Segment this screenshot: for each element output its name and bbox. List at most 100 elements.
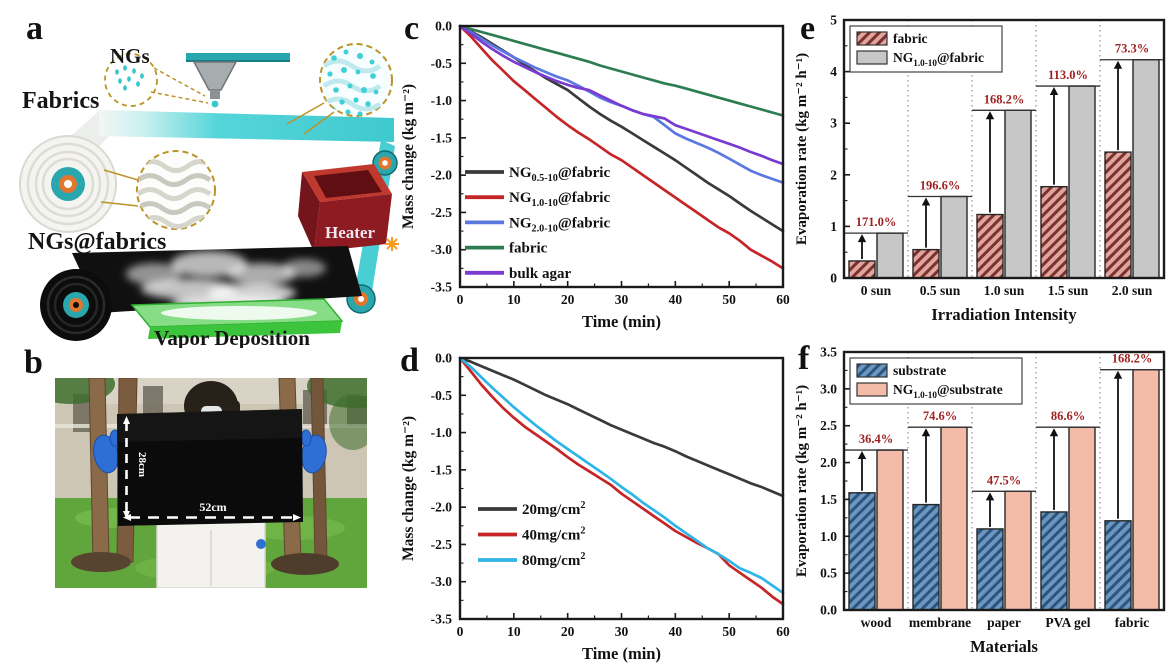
panel-label-a: a xyxy=(26,10,43,47)
y-tick-label: 0 xyxy=(830,271,837,286)
heater-box: Heater xyxy=(298,164,392,252)
mulch xyxy=(71,552,131,572)
enhancement-percent-label: 74.6% xyxy=(923,409,957,423)
arrow-up-icon xyxy=(1113,60,1123,69)
bar-coated xyxy=(940,426,968,611)
x-category-label: fabric xyxy=(1115,615,1150,630)
measurement-lines xyxy=(125,422,297,519)
arrow-up-icon xyxy=(1113,370,1123,379)
y-tick-label: 3.5 xyxy=(820,345,837,360)
bar-coated xyxy=(1004,109,1032,279)
spray-nozzle-icon xyxy=(192,61,238,91)
x-tick-label: 0 xyxy=(457,292,464,307)
x-category-label: 1.0 sun xyxy=(984,283,1025,298)
y-tick-label: 0.0 xyxy=(435,19,452,34)
bar-substrate xyxy=(848,492,876,611)
fiber-inset-circle xyxy=(136,150,216,230)
bar-coated xyxy=(1004,490,1032,611)
bar-coated xyxy=(1132,368,1160,611)
series-line xyxy=(458,24,785,270)
bar-fabric xyxy=(1040,185,1068,279)
roller-top-right xyxy=(372,150,398,176)
enhancement-percent-label: 86.6% xyxy=(1051,409,1085,423)
x-tick-label: 30 xyxy=(615,624,629,639)
panel-c-line-chart: 0 10 20 30 40 50 60 0.0 -0.5 -1.0 -1.5 -2.0 -2.5 -3.0… xyxy=(398,6,790,340)
bar-coated xyxy=(876,232,904,279)
legend-label: 40mg/cm2 xyxy=(522,526,585,544)
y-tick-label: 3 xyxy=(830,116,837,131)
y-axis-title: Mass change (kg m⁻²) xyxy=(400,416,417,561)
y-tick-label: -2.0 xyxy=(431,500,453,515)
bar-coated xyxy=(1068,85,1096,279)
enhancement-percent-label: 168.2% xyxy=(1112,352,1153,366)
y-tick-label: -3.0 xyxy=(431,574,453,589)
legend-label: bulk agar xyxy=(509,266,571,282)
y-tick-label: -3.5 xyxy=(431,280,453,295)
x-tick-label: 10 xyxy=(507,624,521,639)
series-line xyxy=(458,24,785,166)
arrow-up-icon xyxy=(921,428,931,437)
x-tick-label: 0 xyxy=(457,624,464,639)
chart-f: 36.4% wood 74.6% membrane 47.5% paper 86.6% PVA… xyxy=(794,345,1166,656)
legend-swatch xyxy=(856,382,888,397)
arrow-up-icon xyxy=(1049,87,1059,96)
x-category-label: paper xyxy=(987,615,1021,630)
bar-substrate xyxy=(912,503,940,611)
y-tick-label: 1.5 xyxy=(820,492,837,507)
x-tick-label: 10 xyxy=(507,292,521,307)
y-tick-label: -3.0 xyxy=(431,242,453,257)
y-tick-label: 0.5 xyxy=(820,566,837,581)
bar-fabric xyxy=(1104,151,1132,279)
y-tick-label: -1.5 xyxy=(431,462,453,477)
y-tick-label: 2.0 xyxy=(820,455,837,470)
fabric-sheen xyxy=(117,409,302,442)
arrow-up-icon xyxy=(857,451,867,460)
legend-label: fabric xyxy=(509,241,548,257)
x-tick-label: 50 xyxy=(722,624,736,639)
x-tick-label: 40 xyxy=(669,624,683,639)
x-tick-label: 40 xyxy=(669,292,683,307)
panel-label-f: f xyxy=(798,340,810,377)
x-tick-label: 20 xyxy=(561,292,575,307)
series-line xyxy=(458,24,785,117)
x-axis-title: Irradiation Intensity xyxy=(931,305,1077,324)
y-axis-title: Mass change (kg m⁻²) xyxy=(400,84,417,229)
enhancement-percent-label: 36.4% xyxy=(859,432,893,446)
legend-label: 80mg/cm2 xyxy=(522,551,585,569)
ngs-droplets-icon xyxy=(115,65,144,91)
bar-coated xyxy=(876,449,904,611)
legend-label: 20mg/cm2 xyxy=(522,500,585,518)
bar-fabric xyxy=(848,260,876,279)
bar-substrate xyxy=(976,528,1004,611)
series-line xyxy=(458,356,785,498)
coated-fabric-texture xyxy=(322,49,382,116)
bar-fabric xyxy=(976,213,1004,279)
panel-label-c: c xyxy=(404,10,420,47)
inset-callout-line xyxy=(303,111,335,135)
coated-fabric-roll xyxy=(40,269,112,341)
y-tick-label: -2.0 xyxy=(431,168,453,183)
legend-label: NG2.0-10@fabric xyxy=(509,215,610,234)
spray-nozzle-tip xyxy=(210,90,220,99)
legend-label: NG1.0-10@fabric xyxy=(509,190,610,209)
x-category-label: membrane xyxy=(909,615,971,630)
panel-label-d: d xyxy=(400,342,419,379)
y-tick-label: 1.0 xyxy=(820,529,837,544)
chart-d: 0 10 20 30 40 50 60 0.0 -0.5 -1.0 -1.5 -2.0 -2.5 -3.0… xyxy=(400,351,790,664)
y-axis-title: Evaporation rate (kg m⁻² h⁻¹) xyxy=(794,385,810,577)
x-category-label: 0.5 sun xyxy=(920,283,961,298)
bar-fabric xyxy=(912,248,940,279)
y-tick-label: -1.0 xyxy=(431,425,453,440)
legend-swatch xyxy=(856,363,888,378)
legend-label: substrate xyxy=(893,363,946,378)
panel-d-line-chart: 0 10 20 30 40 50 60 0.0 -0.5 -1.0 -1.5 -2.0 -2.5 -3.0… xyxy=(398,338,790,672)
vapor-deposition-label: Vapor Deposition xyxy=(154,326,310,348)
ngs-callout-line xyxy=(153,67,206,97)
y-tick-label: -2.5 xyxy=(431,205,453,220)
bar-substrate xyxy=(1040,511,1068,611)
legend-swatch xyxy=(856,31,888,46)
y-tick-label: -1.0 xyxy=(431,93,453,108)
y-tick-label: 0.0 xyxy=(820,603,837,618)
y-tick-label: 5 xyxy=(830,13,837,28)
x-tick-label: 60 xyxy=(776,624,790,639)
